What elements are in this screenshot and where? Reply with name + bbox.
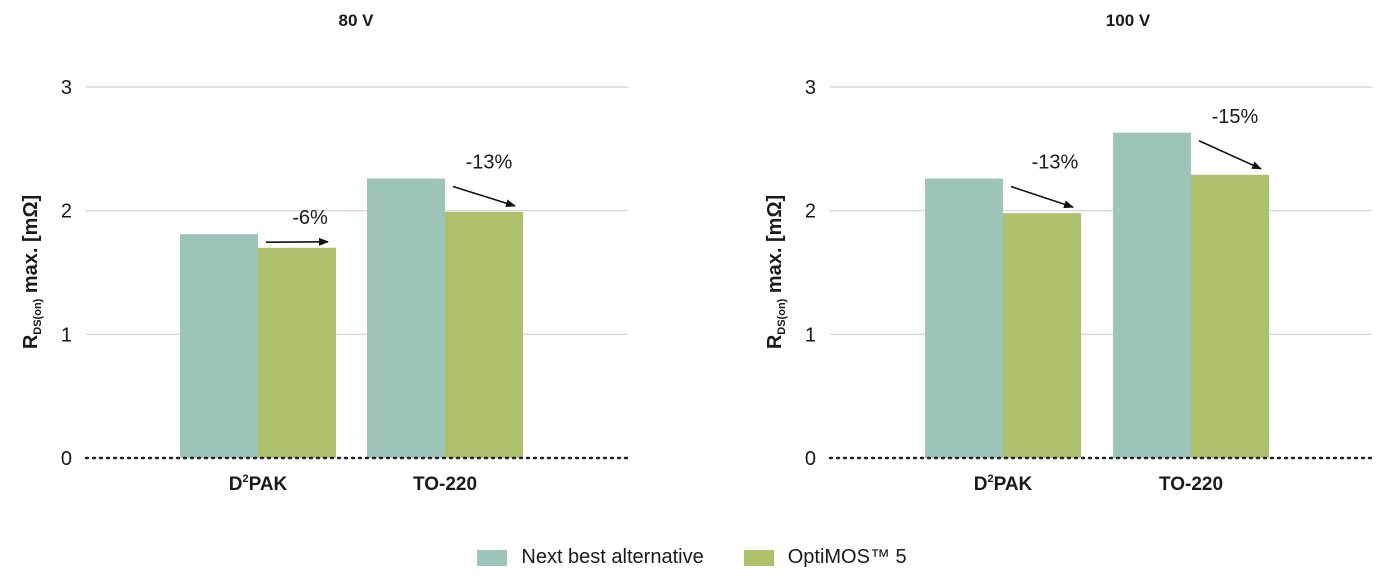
y-axis-label: RDS(on) max. [mΩ] [764,195,788,349]
legend-label-optimos: OptiMOS™ 5 [787,546,907,568]
y-tick-label: 0 [61,448,72,470]
change-label: -13% [466,152,513,174]
chart-panel-1: 80 V 0 1 2 3 RDS(on) max. [mΩ] D2PAK -6% TO-220 -… [20,11,630,495]
legend-swatch-optimos [743,549,774,566]
y-axis-label: RDS(on) max. [mΩ] [20,195,44,349]
category-label: D2PAK [229,473,288,495]
bar-next-best [1113,132,1191,459]
legend-swatch-next-best [477,549,508,566]
bar-next-best [925,178,1003,458]
category-label: D2PAK [974,473,1033,495]
legend-item-optimos: OptiMOS™ 5 [743,546,907,569]
y-tick-label: 3 [61,77,72,99]
change-label: -6% [292,207,328,229]
y-tick-label: 0 [805,448,816,470]
change-arrow [1198,140,1262,170]
y-tick-label: 1 [61,324,72,346]
bar-optimos [1191,174,1269,458]
change-arrow [1010,185,1074,209]
legend: Next best alternative OptiMOS™ 5 [0,546,1384,569]
change-arrow [452,185,516,208]
bar-optimos [445,211,523,458]
y-tick-label: 2 [61,201,72,223]
category-label: TO-220 [1159,474,1223,495]
bar-next-best [180,234,258,458]
panel-title: 100 V [1106,11,1151,30]
y-tick-label: 1 [805,324,816,346]
bar-optimos [258,247,336,458]
y-tick-label: 2 [805,201,816,223]
category-label: TO-220 [413,474,477,495]
legend-label-next-best: Next best alternative [521,546,704,568]
chart-panel-2: 100 V 0 1 2 3 RDS(on) max. [mΩ] D2PAK -13% TO-22… [764,11,1374,495]
change-label: -13% [1032,152,1079,174]
bar-next-best [367,178,445,458]
bar-optimos [1003,213,1081,458]
panel-title: 80 V [339,11,375,30]
legend-item-next-best: Next best alternative [477,546,704,569]
change-label: -15% [1212,106,1259,128]
y-tick-label: 3 [805,77,816,99]
